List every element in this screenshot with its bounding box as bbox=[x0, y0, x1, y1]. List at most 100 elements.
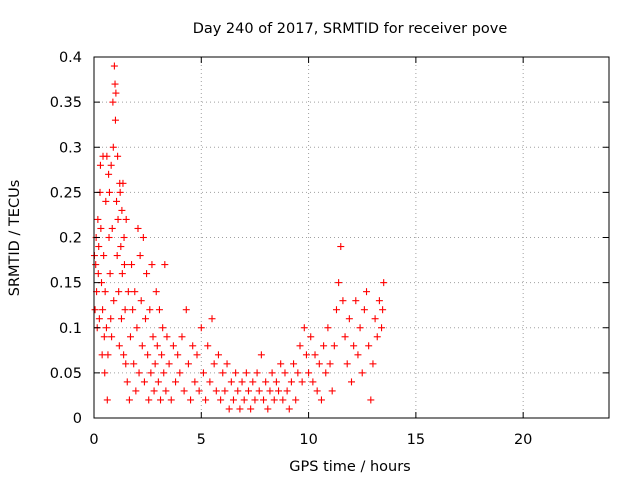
data-point bbox=[195, 387, 203, 395]
data-point bbox=[199, 369, 207, 377]
data-point bbox=[94, 270, 102, 278]
data-point bbox=[287, 378, 295, 386]
data-point bbox=[210, 360, 218, 368]
data-point bbox=[232, 369, 240, 377]
data-point bbox=[111, 116, 119, 124]
data-point bbox=[335, 279, 343, 287]
data-point bbox=[187, 396, 195, 404]
data-point bbox=[105, 170, 113, 178]
data-point bbox=[240, 396, 248, 404]
data-point bbox=[122, 360, 130, 368]
data-point bbox=[118, 206, 126, 214]
data-point bbox=[350, 342, 358, 350]
data-point bbox=[191, 378, 199, 386]
data-point bbox=[130, 360, 138, 368]
data-point bbox=[142, 315, 149, 323]
data-point bbox=[354, 351, 362, 359]
y-tick-label: 0.05 bbox=[50, 366, 82, 382]
data-point bbox=[160, 369, 168, 377]
data-point bbox=[152, 288, 160, 296]
data-point bbox=[172, 378, 180, 386]
data-point bbox=[111, 80, 119, 88]
data-point bbox=[358, 369, 366, 377]
data-point bbox=[373, 333, 381, 341]
data-point bbox=[110, 297, 118, 305]
data-point bbox=[367, 396, 375, 404]
data-point bbox=[260, 396, 268, 404]
data-point bbox=[193, 351, 201, 359]
data-point bbox=[107, 161, 115, 169]
data-point bbox=[380, 279, 388, 287]
data-point bbox=[163, 333, 171, 341]
data-point bbox=[189, 342, 197, 350]
x-tick-label: 5 bbox=[197, 432, 206, 448]
y-tick-label: 0.4 bbox=[59, 50, 82, 66]
data-point bbox=[204, 342, 212, 350]
data-point bbox=[275, 387, 283, 395]
data-point bbox=[123, 378, 131, 386]
data-point bbox=[255, 387, 263, 395]
data-point bbox=[148, 261, 156, 269]
data-point bbox=[101, 369, 109, 377]
data-point bbox=[328, 387, 336, 395]
data-point bbox=[95, 315, 103, 323]
data-point bbox=[292, 396, 300, 404]
data-point bbox=[120, 351, 128, 359]
data-point bbox=[217, 396, 225, 404]
data-point bbox=[135, 369, 143, 377]
axis-ticks bbox=[93, 56, 609, 419]
data-point bbox=[157, 396, 165, 404]
data-point bbox=[153, 342, 161, 350]
data-point bbox=[348, 378, 355, 386]
data-point bbox=[106, 270, 114, 278]
data-point bbox=[345, 315, 353, 323]
data-point bbox=[262, 378, 270, 386]
data-point bbox=[99, 306, 107, 314]
y-tick-label: 0.25 bbox=[50, 185, 82, 201]
data-point bbox=[114, 152, 122, 160]
data-point bbox=[137, 297, 145, 305]
data-point bbox=[234, 387, 242, 395]
data-point bbox=[121, 306, 129, 314]
data-point bbox=[116, 188, 124, 196]
data-point bbox=[102, 324, 110, 332]
data-point bbox=[132, 387, 140, 395]
data-point bbox=[103, 396, 111, 404]
data-point bbox=[155, 306, 163, 314]
data-point bbox=[100, 333, 108, 341]
data-point bbox=[184, 360, 192, 368]
data-point bbox=[144, 351, 152, 359]
data-point bbox=[122, 215, 130, 223]
data-point bbox=[343, 360, 351, 368]
data-point bbox=[112, 89, 120, 97]
data-point bbox=[214, 351, 222, 359]
data-point bbox=[375, 297, 383, 305]
y-tick-label: 0.3 bbox=[59, 140, 82, 156]
data-point bbox=[108, 333, 116, 341]
data-point bbox=[369, 360, 377, 368]
data-point bbox=[120, 234, 128, 241]
data-point bbox=[113, 252, 121, 260]
data-point bbox=[219, 369, 227, 377]
y-tick-label: 0 bbox=[73, 411, 82, 427]
data-point bbox=[251, 396, 259, 404]
data-point bbox=[118, 270, 126, 278]
data-point bbox=[298, 378, 306, 386]
data-point bbox=[264, 405, 272, 413]
data-point bbox=[229, 396, 237, 404]
data-point bbox=[309, 378, 317, 386]
data-point bbox=[379, 306, 387, 314]
data-point bbox=[212, 387, 220, 395]
data-point bbox=[117, 315, 125, 323]
data-point bbox=[249, 378, 257, 386]
data-point bbox=[131, 288, 139, 296]
data-point bbox=[242, 369, 250, 377]
data-point bbox=[352, 297, 360, 305]
data-point bbox=[92, 261, 100, 269]
data-point bbox=[174, 351, 182, 359]
data-point bbox=[143, 270, 151, 278]
data-point bbox=[109, 143, 117, 151]
data-points bbox=[90, 62, 388, 413]
data-point bbox=[307, 333, 315, 341]
data-point bbox=[150, 387, 158, 395]
